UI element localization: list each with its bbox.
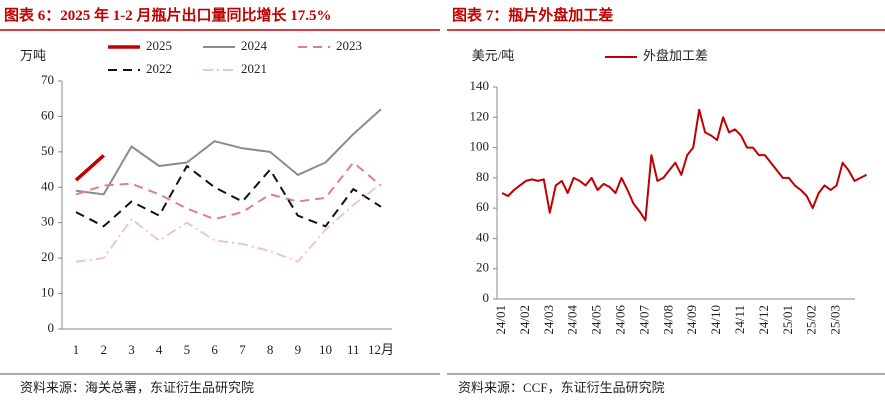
y-tick-label: 140 [470, 78, 490, 93]
x-tick-label: 25/02 [804, 305, 819, 335]
x-tick-label: 24/11 [732, 305, 747, 334]
x-tick-label: 24/05 [589, 305, 604, 335]
y-axis-label: 万吨 [20, 48, 46, 63]
y-tick-label: 30 [41, 214, 54, 229]
legend-label: 2021 [241, 61, 267, 76]
x-tick-label: 24/12 [756, 305, 771, 335]
x-tick-label: 25/03 [828, 305, 843, 335]
x-tick-label: 1 [73, 342, 80, 357]
x-tick-label: 9 [295, 342, 302, 357]
y-tick-label: 120 [470, 108, 490, 123]
y-axis-label: 美元/吨 [472, 48, 515, 63]
y-tick-label: 80 [476, 169, 489, 184]
x-tick-label: 2 [100, 342, 107, 357]
source: 资料来源：CCF，东证衍生品研究院 [458, 380, 665, 395]
y-tick-label: 60 [476, 199, 489, 214]
y-tick-label: 70 [41, 72, 54, 87]
x-tick-label: 7 [239, 342, 246, 357]
x-tick-label: 24/08 [660, 305, 675, 335]
x-tick-label: 8 [267, 342, 274, 357]
x-tick-label: 24/09 [684, 305, 699, 335]
series-line [75, 165, 382, 228]
x-tick-label: 24/10 [708, 305, 723, 335]
x-tick-label: 25/01 [780, 305, 795, 335]
series-line [74, 154, 105, 182]
x-tick-label: 24/07 [636, 305, 651, 335]
chart-title: 图表 7：瓶片外盘加工差 [452, 6, 613, 24]
x-tick-label: 4 [156, 342, 163, 357]
source: 资料来源：海关总署，东证衍生品研究院 [20, 380, 254, 395]
series-line [75, 182, 382, 263]
legend-label: 2024 [241, 38, 268, 53]
x-tick-label: 24/02 [517, 305, 532, 335]
y-tick-label: 60 [41, 107, 54, 122]
y-tick-label: 20 [41, 249, 54, 264]
y-tick-label: 0 [483, 290, 490, 305]
series-line [501, 108, 867, 222]
legend-label: 2023 [336, 38, 362, 53]
x-tick-label: 12月 [368, 342, 394, 357]
x-tick-label: 24/06 [612, 305, 627, 335]
y-tick-label: 0 [48, 320, 55, 335]
y-tick-label: 20 [476, 260, 489, 275]
x-tick-label: 10 [319, 342, 332, 357]
y-tick-label: 100 [470, 139, 490, 154]
x-tick-label: 24/01 [493, 305, 508, 335]
x-tick-label: 11 [347, 342, 360, 357]
x-tick-label: 24/04 [565, 305, 580, 335]
y-tick-label: 50 [41, 143, 54, 158]
x-tick-label: 5 [184, 342, 191, 357]
y-tick-label: 40 [476, 229, 489, 244]
legend-label: 外盘加工差 [643, 48, 708, 63]
x-tick-label: 3 [128, 342, 135, 357]
y-tick-label: 10 [41, 285, 54, 300]
series-line [75, 161, 382, 221]
x-tick-label: 6 [211, 342, 218, 357]
x-tick-label: 24/03 [541, 305, 556, 335]
series-line [75, 108, 382, 196]
legend-label: 2022 [146, 61, 172, 76]
y-tick-label: 40 [41, 178, 54, 193]
chart-title: 图表 6：2025 年 1-2 月瓶片出口量同比增长 17.5% [4, 6, 332, 24]
legend-label: 2025 [146, 38, 172, 53]
